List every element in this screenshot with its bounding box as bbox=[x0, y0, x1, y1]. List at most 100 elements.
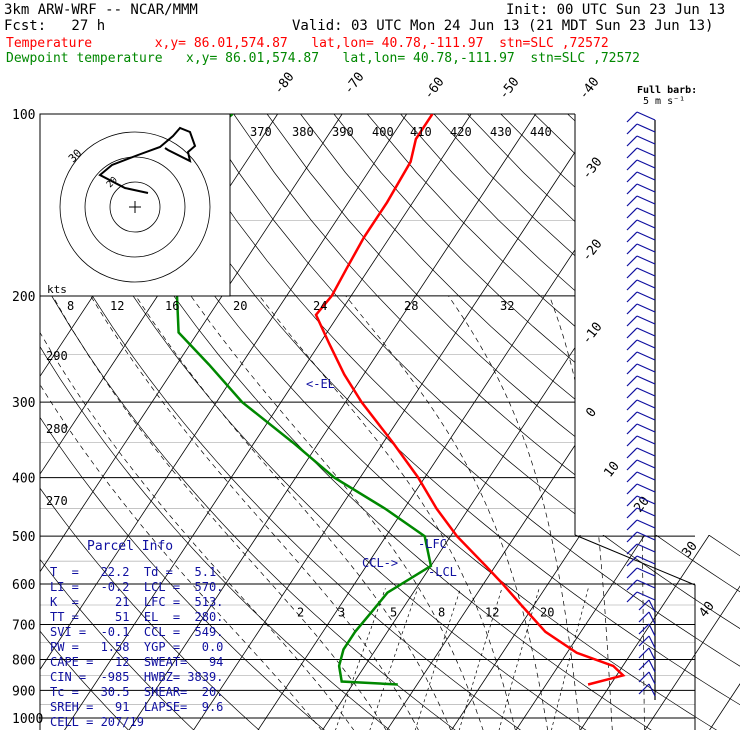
wind-barb bbox=[636, 279, 656, 289]
parcel-info-row: CIN = -985 HWBZ= 3839. bbox=[50, 670, 224, 684]
isotherm-label: -40 bbox=[576, 75, 602, 103]
wind-barb bbox=[636, 363, 656, 373]
pressure-label: 400 bbox=[12, 472, 35, 487]
wind-barb bbox=[636, 519, 656, 529]
dry-adiabat bbox=[700, 114, 740, 730]
wind-barb bbox=[636, 111, 656, 121]
wind-barb-flag bbox=[626, 411, 638, 423]
hodograph-speed-label: 8 bbox=[67, 299, 74, 313]
wind-barb bbox=[648, 611, 656, 625]
dry-adiabat bbox=[433, 114, 740, 730]
isotherm-line bbox=[128, 114, 536, 730]
wind-barb bbox=[648, 683, 656, 697]
wind-barb bbox=[636, 423, 656, 433]
dry-adiabat bbox=[40, 114, 326, 730]
wind-barb-flag bbox=[626, 423, 638, 435]
mixing-ratio-line bbox=[498, 588, 540, 730]
wind-barb-flag bbox=[626, 231, 638, 243]
isotherm-label: 0 bbox=[583, 405, 600, 420]
wind-barb-flag bbox=[626, 435, 638, 447]
wind-barb bbox=[648, 635, 656, 649]
mixing-ratio-label: 8 bbox=[438, 605, 445, 619]
hodograph-speed-label: 16 bbox=[165, 299, 179, 313]
dry-adiabat bbox=[500, 114, 740, 730]
wind-barb-flag bbox=[626, 387, 638, 399]
isotherm-label: -20 bbox=[579, 237, 605, 265]
wind-barb-flag bbox=[626, 531, 638, 543]
hodograph-speed-label: 20 bbox=[233, 299, 247, 313]
el-annotation: <-EL bbox=[306, 377, 335, 391]
isotherm-label: -30 bbox=[579, 155, 605, 183]
wind-barb-flag bbox=[626, 351, 638, 363]
wind-barb-flag bbox=[626, 543, 638, 555]
init-time: Init: 00 UTC Sun 23 Jun 13 bbox=[506, 2, 726, 18]
mixing-ratio-label: 3 bbox=[338, 605, 345, 619]
wind-barb bbox=[636, 243, 656, 253]
hodograph-trace bbox=[98, 126, 197, 194]
wind-barb bbox=[636, 435, 656, 445]
parcel-info-row: SREH = 91 LAPSE= 9.6 bbox=[50, 700, 224, 714]
wind-barb bbox=[636, 303, 656, 313]
wind-barb bbox=[636, 123, 656, 133]
wind-barb-flag bbox=[626, 171, 638, 183]
wind-barb-flag bbox=[626, 375, 638, 387]
theta-e-label: 390 bbox=[332, 125, 354, 139]
isotherm-label: 30 bbox=[679, 539, 700, 561]
wind-barb bbox=[636, 231, 656, 241]
hodograph-speed-label: 12 bbox=[110, 299, 124, 313]
wind-barb-flag bbox=[626, 147, 638, 159]
wind-barb bbox=[648, 671, 656, 685]
mixing-ratio-line bbox=[414, 588, 461, 730]
wind-barb bbox=[636, 207, 656, 217]
wind-barb bbox=[636, 555, 656, 565]
dry-adiabat bbox=[133, 114, 740, 730]
dry-adiabat bbox=[40, 114, 261, 730]
wind-barb bbox=[636, 219, 656, 229]
parcel-info-panel: Parcel Info T = 22.2 Td = 5.1 LI = -0.2 L… bbox=[42, 537, 232, 732]
wind-barb-flag bbox=[626, 339, 638, 351]
wind-barb-flag bbox=[626, 267, 638, 279]
wind-barb-flag bbox=[626, 567, 638, 579]
dry-adiabat bbox=[467, 114, 740, 730]
isotherm-line bbox=[644, 114, 740, 730]
moist-adiabat bbox=[90, 295, 420, 730]
temperature-legend: Temperature x,y= 86.01,574.87 lat,lon= 4… bbox=[6, 36, 609, 51]
wind-barb-flag bbox=[626, 495, 638, 507]
wind-barb-flag bbox=[626, 279, 638, 291]
isotherm-line bbox=[579, 114, 740, 730]
wind-barb bbox=[636, 327, 656, 337]
wind-barb-flag bbox=[626, 183, 638, 195]
valid-time: Valid: 03 UTC Mon 24 Jun 13 (21 MDT Sun … bbox=[292, 18, 714, 34]
dry-adiabat bbox=[40, 114, 130, 730]
wind-barb bbox=[636, 351, 656, 361]
ccl-annotation: CCL-> bbox=[362, 556, 398, 570]
wind-barb-flag bbox=[626, 483, 638, 495]
parcel-info-row: Tc = 30.5 SHEAR= 20. bbox=[50, 685, 224, 699]
pressure-label: 300 bbox=[12, 396, 35, 411]
parcel-info-row: LI = -0.2 LCL = 570. bbox=[50, 580, 224, 594]
pressure-label: 100 bbox=[12, 108, 35, 123]
moist-adiabat bbox=[448, 295, 581, 730]
isotherm-line bbox=[40, 114, 407, 730]
isotherm-label: 10 bbox=[601, 459, 622, 481]
moist-adiabat bbox=[135, 295, 452, 730]
hodograph-speed-label: 32 bbox=[500, 299, 514, 313]
mixing-ratio-line bbox=[550, 588, 589, 730]
wind-barb-flag bbox=[638, 611, 650, 623]
dry-adiabat bbox=[40, 114, 195, 730]
dry-adiabat bbox=[400, 114, 740, 730]
wind-barb-flag bbox=[626, 135, 638, 147]
wind-barb-flag bbox=[638, 659, 650, 671]
wind-barb bbox=[636, 471, 656, 481]
parcel-info-row: T = 22.2 Td = 5.1 bbox=[50, 565, 217, 579]
wind-barb-flag bbox=[626, 447, 638, 459]
isotherm-line bbox=[0, 114, 20, 731]
hodograph-axis-label: kts bbox=[47, 283, 67, 296]
mixing-ratio-label: 2 bbox=[297, 605, 304, 619]
pressure-label: 600 bbox=[12, 578, 35, 593]
wind-barb bbox=[636, 267, 656, 277]
moist-adiabat bbox=[259, 295, 516, 730]
wind-barb bbox=[636, 255, 656, 265]
pressure-label: 1000 bbox=[12, 712, 43, 727]
wind-barb bbox=[636, 375, 656, 385]
